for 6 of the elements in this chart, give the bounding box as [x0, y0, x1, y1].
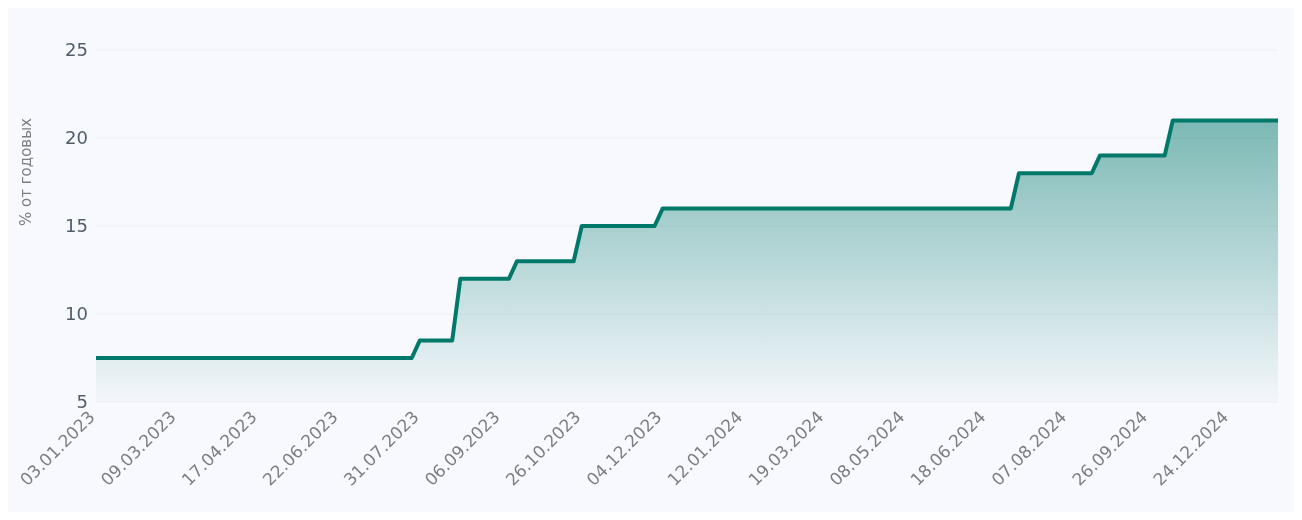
- y-axis-title: % от годовых: [17, 118, 36, 226]
- y-tick-label: 20: [65, 127, 88, 149]
- y-tick-label: 15: [65, 215, 88, 237]
- y-tick-label: 5: [76, 391, 88, 413]
- y-tick-label: 10: [65, 303, 88, 325]
- y-tick-label: 25: [65, 39, 88, 61]
